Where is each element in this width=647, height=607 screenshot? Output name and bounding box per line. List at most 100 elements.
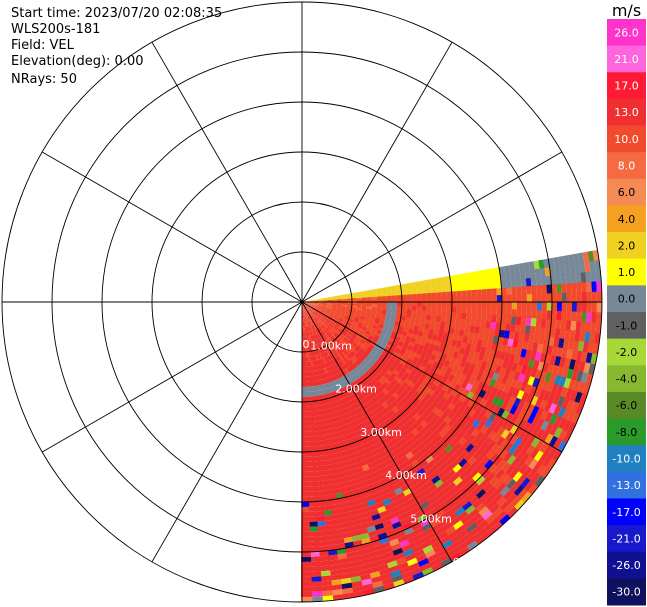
- sector-cell: [515, 450, 526, 462]
- sector-cell: [541, 302, 547, 312]
- sector-cell: [491, 396, 500, 406]
- sector-cell: [436, 513, 448, 523]
- sector-cell: [313, 365, 317, 371]
- colorbar-swatch: [607, 232, 646, 260]
- sector-cell: [311, 302, 317, 304]
- sector-cell: [356, 523, 367, 531]
- sector-cell: [436, 335, 443, 343]
- sector-cell: [583, 362, 591, 375]
- sector-cell: [396, 308, 402, 313]
- sector-cell: [539, 409, 549, 422]
- sector-cell: [315, 500, 324, 507]
- sector-cell: [481, 496, 494, 508]
- sector-cell: [393, 552, 406, 561]
- sector-cell: [315, 505, 324, 512]
- sector-cell: [320, 342, 324, 348]
- sector-cell: [307, 481, 315, 487]
- sector-cell: [435, 496, 447, 506]
- sector-cell: [378, 472, 388, 481]
- sector-cell: [397, 362, 404, 370]
- sector-cell: [305, 311, 309, 316]
- sector-cell: [495, 510, 507, 522]
- sector-cell: [310, 306, 316, 309]
- sector-cell: [306, 303, 312, 306]
- sector-cell: [496, 308, 502, 317]
- sector-cell: [508, 331, 515, 341]
- sector-cell: [444, 322, 451, 329]
- sector-cell: [336, 497, 345, 505]
- sector-cell: [461, 313, 467, 320]
- sector-cell: [417, 535, 429, 546]
- sector-cell: [311, 451, 319, 457]
- sector-cell: [511, 287, 517, 296]
- sector-cell: [305, 305, 309, 310]
- sector-cell: [450, 369, 458, 378]
- sector-cell: [331, 327, 337, 333]
- sector-cell: [384, 555, 397, 564]
- sector-cell: [314, 339, 318, 345]
- polar-grid: [1, 1, 603, 603]
- sector-cell: [318, 320, 323, 326]
- sector-cell: [520, 365, 528, 376]
- sector-cell: [346, 556, 358, 564]
- sector-cell: [304, 391, 309, 397]
- sector-cell: [306, 346, 309, 352]
- sector-cell: [333, 426, 340, 434]
- sector-cell: [391, 342, 398, 349]
- sector-cell: [315, 327, 320, 333]
- sector-cell: [408, 518, 420, 528]
- sector-cell: [453, 328, 460, 336]
- sector-cell: [322, 323, 327, 329]
- sector-cell: [301, 516, 310, 522]
- sector-cell: [395, 491, 406, 501]
- sector-cell: [325, 469, 333, 476]
- sector-cell: [457, 528, 470, 539]
- sector-cell: [468, 481, 480, 493]
- sector-cell: [471, 295, 477, 303]
- sector-cell: [380, 477, 390, 485]
- sector-cell: [371, 302, 377, 305]
- sector-cell: [533, 260, 540, 271]
- sector-cell: [333, 316, 339, 320]
- sector-cell: [495, 496, 508, 508]
- sector-cell: [340, 577, 352, 585]
- sector-cell: [338, 316, 344, 321]
- sector-cell: [459, 273, 466, 281]
- sector-cell: [459, 402, 468, 412]
- sector-cell: [301, 381, 305, 387]
- colorbar-swatch: [607, 498, 646, 526]
- sector-cell: [430, 283, 437, 289]
- sector-cell: [484, 513, 497, 525]
- sector-cell: [453, 433, 463, 444]
- sector-cell: [424, 479, 435, 489]
- sector-cell: [316, 525, 327, 532]
- sector-cell: [442, 478, 454, 488]
- sector-cell: [519, 270, 526, 280]
- sector-cell: [334, 487, 343, 495]
- sector-cell: [466, 307, 472, 315]
- sector-cell: [309, 551, 320, 557]
- sector-cell: [449, 322, 456, 330]
- sector-cell: [309, 307, 315, 312]
- colorbar-swatch: [607, 205, 646, 233]
- sector-cell: [475, 413, 485, 423]
- sector-cell: [488, 378, 497, 389]
- sector-cell: [349, 447, 357, 455]
- sector-cell: [494, 446, 505, 457]
- sector-cell: [342, 536, 353, 544]
- sector-cell: [439, 487, 450, 497]
- sector-cell: [473, 365, 481, 374]
- sector-cell: [324, 464, 332, 471]
- sector-cell: [406, 535, 419, 545]
- sector-cell: [344, 314, 351, 318]
- sector-cell: [335, 543, 346, 550]
- sector-cell: [519, 382, 528, 393]
- sector-cell: [446, 529, 459, 540]
- sector-cell: [451, 296, 457, 303]
- sector-cell: [531, 342, 539, 353]
- sector-cell: [355, 326, 362, 331]
- sector-cell: [305, 356, 309, 362]
- sector-cell: [326, 355, 331, 362]
- sector-cell: [373, 322, 379, 327]
- sector-cell: [351, 585, 364, 593]
